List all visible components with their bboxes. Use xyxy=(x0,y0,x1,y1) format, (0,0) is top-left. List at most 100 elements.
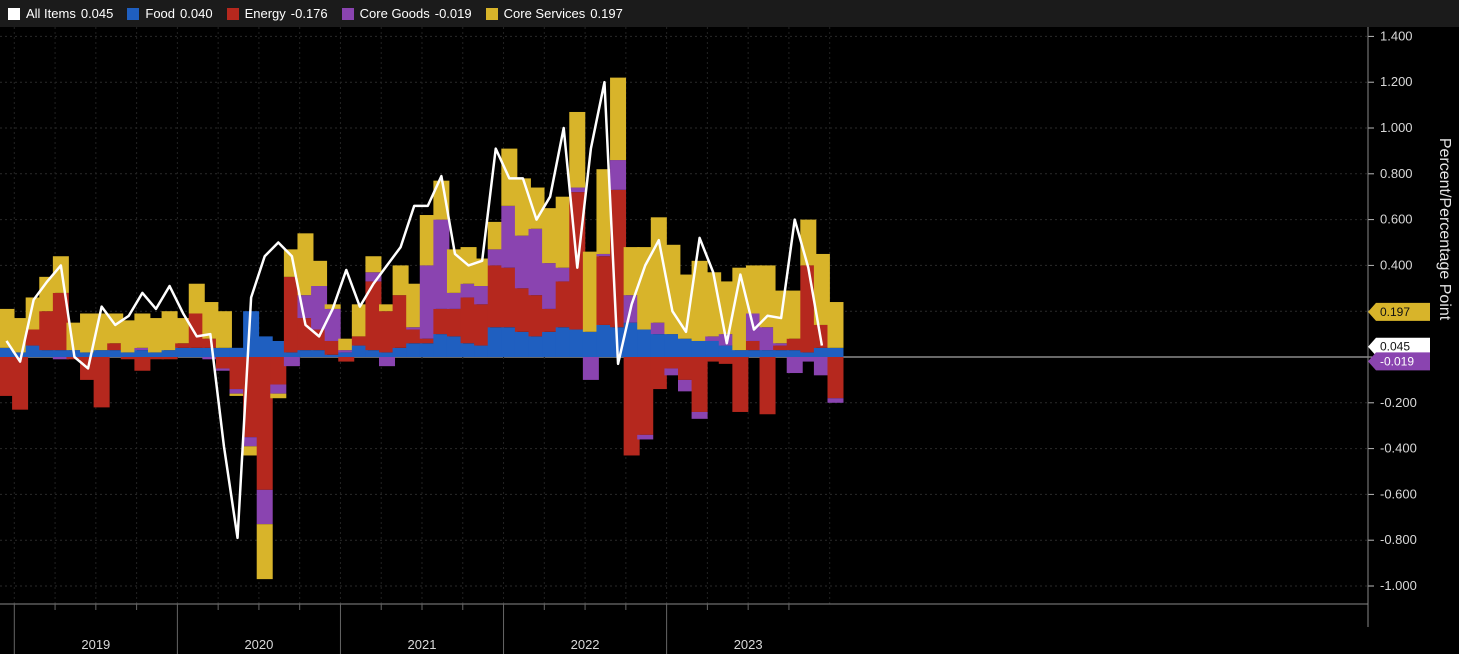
bar-segment xyxy=(433,308,450,335)
bar-segment xyxy=(134,313,151,348)
bar-segment xyxy=(202,302,219,339)
legend-item-core-services[interactable]: Core Services 0.197 xyxy=(485,6,623,21)
flag-shape xyxy=(1368,337,1430,356)
bar-segment xyxy=(161,350,178,357)
bar-segment xyxy=(759,327,776,351)
bar-segment xyxy=(650,334,667,357)
bar-segment xyxy=(283,249,300,277)
bar-segment xyxy=(256,357,273,490)
bar-segment xyxy=(555,196,572,268)
legend-swatch xyxy=(341,7,354,20)
bar-segment xyxy=(474,345,491,357)
bar-segment xyxy=(161,311,178,351)
legend-item-energy[interactable]: Energy -0.176 xyxy=(226,6,328,21)
bar-segment xyxy=(93,350,110,357)
bar-segment xyxy=(215,357,232,369)
bar-segment xyxy=(596,256,613,325)
bar-segment xyxy=(365,281,382,351)
bar-segment xyxy=(474,304,491,346)
bar-segment xyxy=(501,205,518,268)
value-flag: 0.045 xyxy=(1368,337,1430,356)
bar-segment xyxy=(637,434,654,440)
bar-segment xyxy=(678,379,694,392)
y-tick-label: -0.600 xyxy=(1380,486,1417,501)
bar-segment xyxy=(392,265,409,296)
bar-segment xyxy=(745,265,762,314)
bar-segment xyxy=(718,345,735,357)
bar-segment xyxy=(596,324,613,357)
bar-segment xyxy=(569,111,586,188)
bar-segment xyxy=(582,357,599,380)
flag-label: 0.197 xyxy=(1380,305,1410,319)
bar-segment xyxy=(52,292,69,351)
bar-segment xyxy=(813,253,830,325)
bar-segment xyxy=(487,265,504,328)
bar-segment xyxy=(0,308,15,348)
bar-segment xyxy=(379,352,396,357)
bar-segment xyxy=(419,265,436,339)
bar-segment xyxy=(759,350,776,357)
bar-segment xyxy=(514,331,531,357)
bar-segment xyxy=(610,77,627,161)
bar-segment xyxy=(664,368,681,376)
bar-segment xyxy=(338,350,355,353)
y-tick-label: 1.400 xyxy=(1380,28,1413,43)
legend: All Items 0.045 Food 0.040 Energy -0.176… xyxy=(0,0,1459,27)
bar-segment xyxy=(80,313,97,353)
bar-segment xyxy=(528,336,545,357)
y-axis-label: Percent/Percentage Point xyxy=(1436,138,1453,321)
bar-segment xyxy=(542,331,559,357)
bar-segment xyxy=(256,336,273,357)
bar-segment xyxy=(270,357,287,385)
legend-item-core-goods[interactable]: Core Goods -0.019 xyxy=(341,6,472,21)
flag-label: 0.045 xyxy=(1380,340,1410,354)
bar-segment xyxy=(311,286,328,330)
bar-segment xyxy=(528,187,545,229)
bar-segment xyxy=(39,350,56,357)
bar-segment xyxy=(528,228,545,296)
bar-segment xyxy=(379,357,396,367)
bar-segment xyxy=(555,267,572,282)
legend-item-food[interactable]: Food 0.040 xyxy=(127,6,213,21)
bar-segment xyxy=(283,357,300,367)
bar-segment xyxy=(691,340,708,357)
y-tick-label: -0.200 xyxy=(1380,395,1417,410)
legend-label: Core Goods xyxy=(359,6,430,21)
bar-segment xyxy=(243,311,260,357)
bar-segment xyxy=(161,357,178,360)
bar-segment xyxy=(311,260,328,287)
bar-segment xyxy=(324,308,341,341)
bar-segment xyxy=(406,283,423,328)
bar-segment xyxy=(705,336,722,341)
bar-segment xyxy=(637,357,654,435)
bar-segment xyxy=(773,350,790,357)
bar-segment xyxy=(107,350,124,357)
bar-segment xyxy=(582,251,599,332)
bar-segment xyxy=(800,357,817,362)
legend-item-all-items[interactable]: All Items 0.045 xyxy=(8,6,113,21)
line-path xyxy=(5,80,824,540)
flag-shape xyxy=(1368,302,1430,321)
bar-segment xyxy=(501,267,518,328)
bar-segment xyxy=(406,327,423,330)
bar-segment xyxy=(637,329,654,357)
bar-segment xyxy=(107,343,124,351)
y-tick-label: -0.400 xyxy=(1380,441,1417,456)
bar-segment xyxy=(229,347,246,357)
bar-segment xyxy=(147,357,164,360)
bar-segment xyxy=(406,343,423,357)
bar-segment xyxy=(460,343,477,357)
bar-segment xyxy=(379,311,396,353)
bar-segment xyxy=(379,304,396,312)
bar-segment xyxy=(324,340,341,355)
legend-value: 0.045 xyxy=(80,6,114,21)
x-year-label: 2019 xyxy=(81,637,110,652)
bar-segment xyxy=(786,338,803,351)
bar-segment xyxy=(745,350,762,357)
bar-segment xyxy=(419,215,436,266)
bar-segment xyxy=(623,357,640,456)
bar-segment xyxy=(678,274,694,339)
bar-segment xyxy=(514,288,531,332)
bar-segment xyxy=(297,233,314,296)
bar-segment xyxy=(813,324,830,348)
